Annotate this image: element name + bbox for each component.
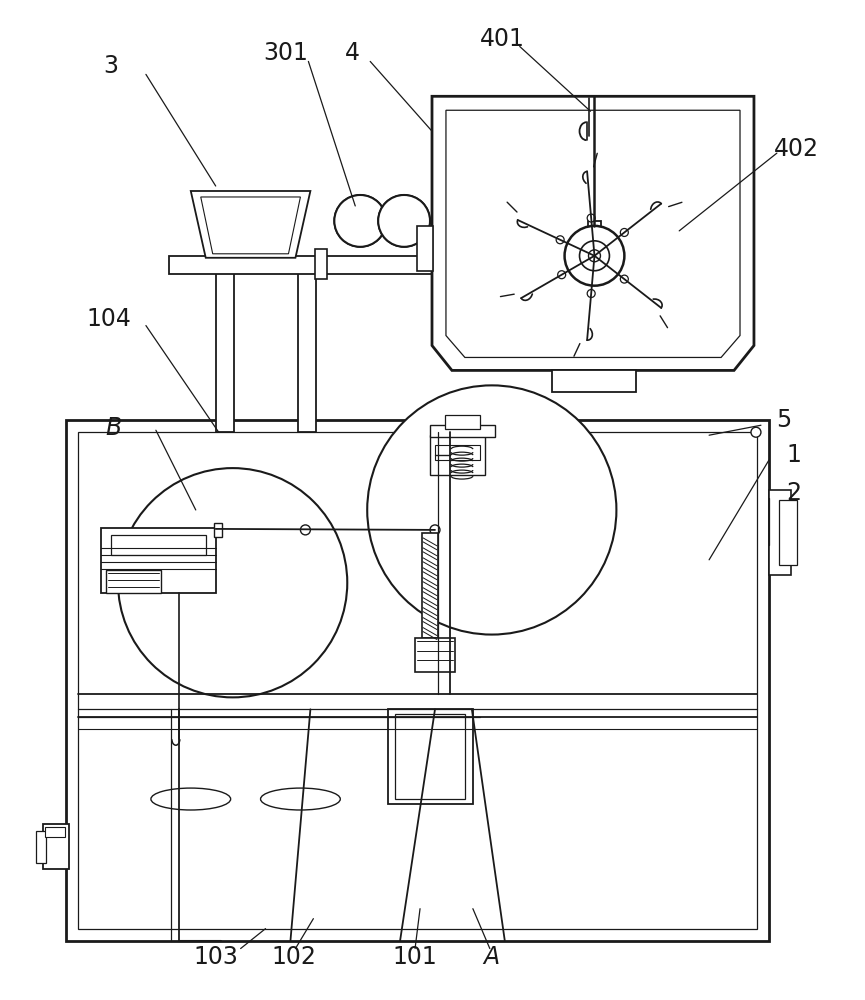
Bar xyxy=(215,271,234,432)
Text: 1: 1 xyxy=(786,443,801,467)
Text: 402: 402 xyxy=(774,137,819,161)
Circle shape xyxy=(430,525,440,535)
Text: 102: 102 xyxy=(271,945,316,969)
Polygon shape xyxy=(446,110,740,357)
Bar xyxy=(417,226,433,271)
Circle shape xyxy=(346,207,375,235)
Bar xyxy=(36,831,46,863)
Bar xyxy=(445,415,480,429)
Text: 401: 401 xyxy=(480,27,525,51)
Bar xyxy=(395,714,465,799)
Bar xyxy=(422,533,438,638)
Polygon shape xyxy=(432,96,754,370)
Circle shape xyxy=(588,250,600,262)
Circle shape xyxy=(751,427,761,437)
Bar xyxy=(552,370,637,392)
Ellipse shape xyxy=(260,788,340,810)
Circle shape xyxy=(334,195,386,247)
Bar xyxy=(43,824,69,869)
Text: B: B xyxy=(105,416,121,440)
Text: 301: 301 xyxy=(263,41,308,65)
Text: 2: 2 xyxy=(786,481,801,505)
Circle shape xyxy=(558,271,566,279)
Circle shape xyxy=(620,228,628,236)
Text: 101: 101 xyxy=(393,945,438,969)
Polygon shape xyxy=(201,197,300,254)
Bar xyxy=(778,500,797,565)
Bar xyxy=(587,221,601,241)
Bar xyxy=(214,523,221,537)
Bar xyxy=(78,432,757,929)
Circle shape xyxy=(580,241,610,271)
Bar xyxy=(67,420,769,941)
Bar xyxy=(316,249,327,279)
Bar xyxy=(106,570,161,593)
Bar xyxy=(435,445,480,460)
Bar xyxy=(388,709,473,804)
Bar xyxy=(769,490,791,575)
Text: 104: 104 xyxy=(86,307,131,331)
Circle shape xyxy=(378,195,430,247)
Bar xyxy=(430,425,495,437)
Bar xyxy=(430,435,484,475)
Text: A: A xyxy=(484,945,500,969)
Text: 5: 5 xyxy=(776,408,791,432)
Polygon shape xyxy=(191,191,311,258)
Circle shape xyxy=(390,207,418,235)
Circle shape xyxy=(378,195,430,247)
Text: 103: 103 xyxy=(193,945,238,969)
Circle shape xyxy=(300,525,311,535)
Circle shape xyxy=(587,290,595,298)
Circle shape xyxy=(565,226,625,286)
Circle shape xyxy=(334,195,386,247)
Bar xyxy=(111,535,206,555)
Circle shape xyxy=(620,275,628,283)
Bar xyxy=(101,528,215,593)
Ellipse shape xyxy=(151,788,231,810)
Bar xyxy=(45,827,65,837)
Bar xyxy=(415,638,455,672)
Circle shape xyxy=(556,236,564,244)
Circle shape xyxy=(587,214,595,222)
Text: 3: 3 xyxy=(104,54,119,78)
Circle shape xyxy=(368,385,617,635)
Circle shape xyxy=(118,468,347,697)
Bar xyxy=(169,256,438,274)
Bar xyxy=(298,271,317,432)
Text: 4: 4 xyxy=(345,41,360,65)
